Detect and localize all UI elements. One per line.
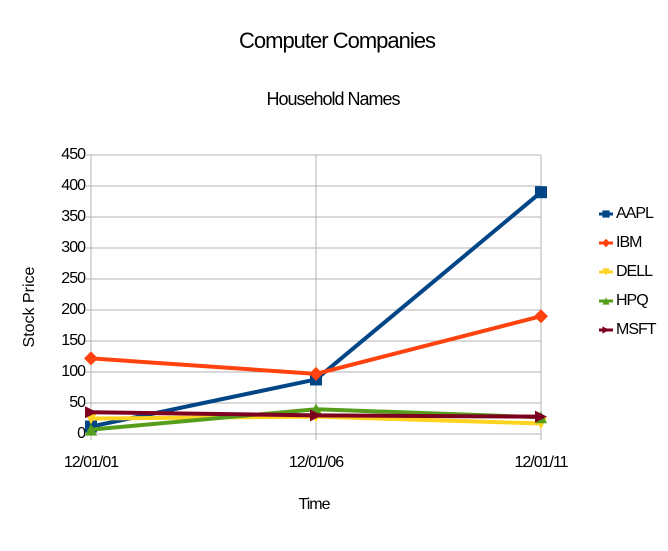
y-axis-label: Stock Price <box>21 266 38 347</box>
data-point <box>534 309 548 324</box>
legend-marker <box>601 238 611 248</box>
legend-marker <box>602 268 610 276</box>
legend-marker <box>602 210 610 218</box>
y-tick-label: 200 <box>61 301 86 318</box>
x-tick-label: 12/01/06 <box>289 454 344 471</box>
data-point <box>310 409 322 422</box>
y-tick-label: 150 <box>61 332 86 349</box>
legend-label: DELL <box>616 263 653 280</box>
chart-subtitle: Household Names <box>266 89 400 109</box>
y-tick-label: 450 <box>61 146 86 163</box>
legend-label: AAPL <box>616 205 654 222</box>
x-axis-label: Time <box>299 496 331 513</box>
data-point <box>85 423 97 436</box>
data-point <box>535 410 547 423</box>
legend-label: MSFT <box>616 321 657 338</box>
y-tick-label: 350 <box>61 208 86 225</box>
chart-title: Computer Companies <box>239 28 436 53</box>
data-point <box>535 186 547 199</box>
data-point <box>84 351 98 366</box>
y-tick-label: 0 <box>77 425 86 442</box>
data-point <box>85 406 97 419</box>
y-tick-label: 400 <box>61 177 86 194</box>
legend-label: HPQ <box>616 292 648 309</box>
data-point <box>309 366 323 381</box>
y-tick-label: 300 <box>61 239 86 256</box>
x-tick-label: 12/01/01 <box>64 454 119 471</box>
legend-marker <box>602 297 610 305</box>
legend-label: IBM <box>616 234 642 251</box>
legend-marker <box>602 326 610 334</box>
y-tick-label: 50 <box>69 394 86 411</box>
y-tick-label: 250 <box>61 270 86 287</box>
y-tick-label: 100 <box>61 363 86 380</box>
x-tick-label: 12/01/11 <box>514 454 568 471</box>
